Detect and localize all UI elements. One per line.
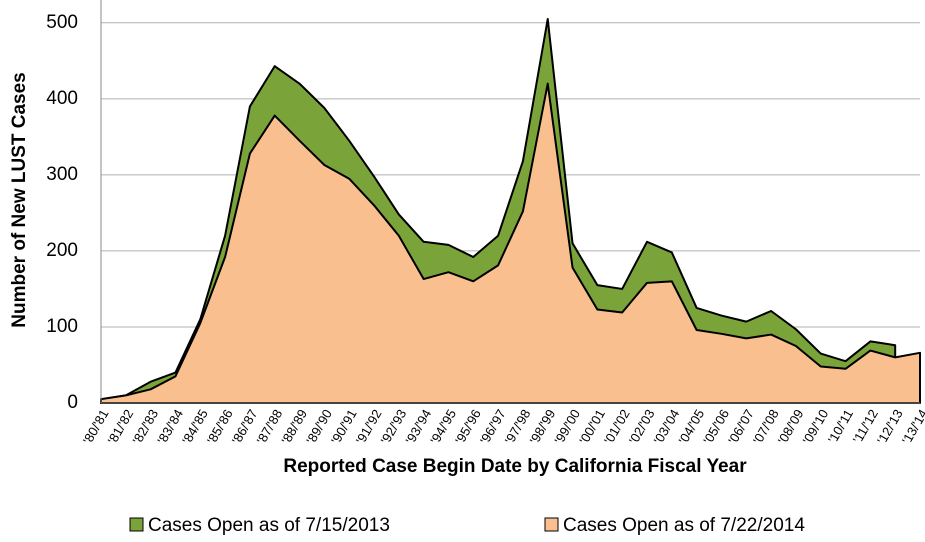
x-axis-title: Reported Case Begin Date by California F… [283, 456, 747, 477]
y-tick-label: 300 [46, 164, 78, 185]
y-tick-label: 400 [46, 88, 78, 109]
legend-label: Cases Open as of 7/22/2014 [563, 515, 805, 536]
legend-swatch [544, 517, 559, 532]
y-tick-label: 200 [46, 240, 78, 261]
y-axis-title: Number of New LUST Cases [9, 72, 30, 328]
legend-label: Cases Open as of 7/15/2013 [148, 515, 390, 536]
area [100, 82, 921, 404]
x-tick-label: '09/'10 [800, 407, 832, 447]
legend-swatch [129, 517, 144, 532]
y-tick-label: 0 [67, 392, 78, 413]
y-tick-label: 500 [46, 12, 78, 33]
y-tick-label: 100 [46, 316, 78, 337]
